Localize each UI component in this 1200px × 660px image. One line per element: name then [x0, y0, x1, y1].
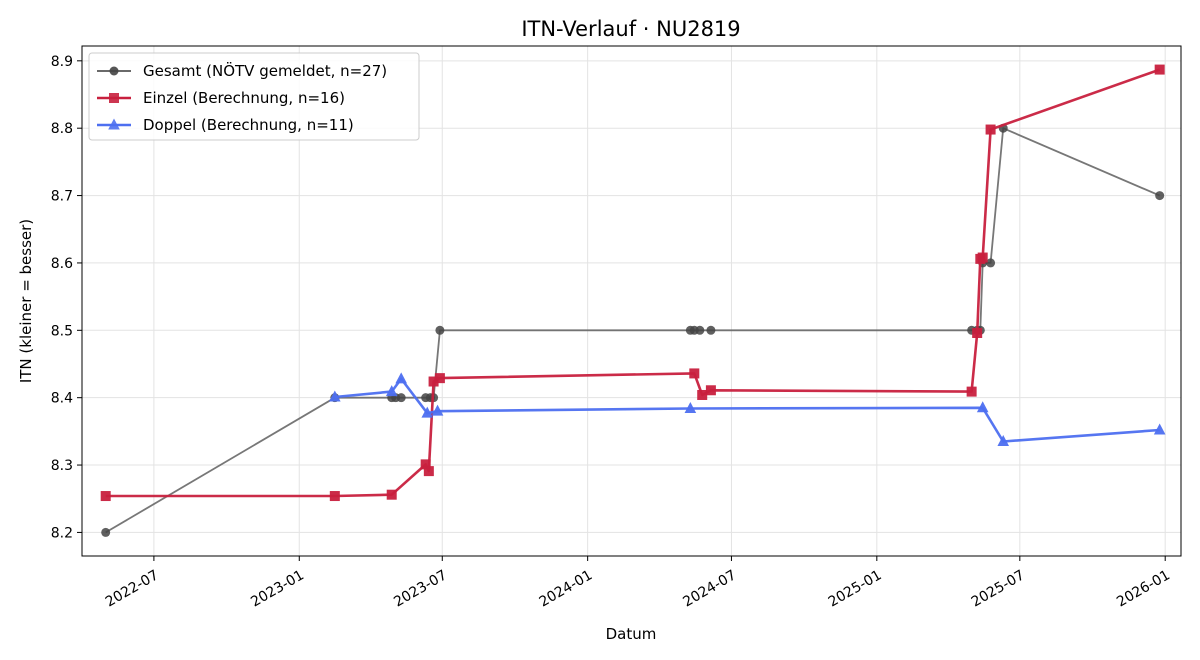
y-tick-label: 8.7	[51, 189, 73, 205]
grid-lines	[82, 46, 1181, 556]
legend-swatch-marker	[109, 66, 119, 76]
data-point	[705, 385, 716, 396]
legend-label: Doppel (Berechnung, n=11)	[143, 116, 354, 134]
legend: Gesamt (NÖTV gemeldet, n=27) Einzel (Bere…	[88, 52, 420, 141]
legend-label: Gesamt (NÖTV gemeldet, n=27)	[143, 61, 387, 80]
data-point	[972, 328, 983, 339]
series-square	[100, 64, 1165, 502]
y-tick-label: 8.3	[51, 458, 73, 474]
data-point	[421, 406, 434, 418]
data-point	[684, 401, 697, 413]
data-point	[966, 386, 977, 397]
data-point	[695, 325, 705, 335]
legend-swatch-marker	[108, 118, 120, 130]
data-point	[977, 252, 988, 263]
data-point	[420, 459, 431, 470]
data-point	[997, 434, 1010, 446]
data-point	[396, 393, 406, 403]
data-point	[976, 401, 989, 413]
data-point	[386, 489, 397, 500]
data-point	[1153, 423, 1166, 435]
series-layer	[100, 64, 1166, 537]
data-point	[697, 389, 708, 400]
data-point	[985, 124, 996, 135]
data-point	[435, 325, 445, 335]
data-point	[1154, 64, 1165, 75]
chart-title: ITN-Verlauf · NU2819	[521, 17, 740, 41]
data-point	[986, 258, 996, 268]
legend-swatch-marker	[109, 93, 119, 103]
data-point	[689, 368, 700, 379]
data-point	[706, 325, 716, 335]
data-point	[101, 527, 111, 537]
data-point	[1155, 191, 1165, 201]
x-axis-label: Datum	[606, 625, 657, 643]
y-tick-label: 8.6	[51, 256, 73, 272]
data-point	[329, 491, 340, 502]
data-point	[329, 390, 341, 402]
y-axis-label: ITN (kleiner = besser)	[17, 219, 35, 383]
y-tick-label: 8.5	[51, 323, 73, 339]
y-tick-label: 8.4	[51, 391, 73, 407]
data-point	[423, 466, 434, 477]
y-axis-ticks: 8.2 8.3 8.4 8.5 8.6 8.7 8.8 8.9	[51, 54, 82, 541]
series-triangle	[329, 372, 1166, 446]
plot-frame	[81, 45, 1182, 557]
legend-label: Einzel (Berechnung, n=16)	[143, 89, 345, 107]
y-tick-label: 8.9	[51, 54, 73, 70]
data-point	[434, 373, 445, 384]
data-point	[428, 376, 439, 387]
data-point	[395, 372, 407, 384]
legend-box	[88, 52, 420, 141]
y-tick-label: 8.2	[51, 525, 73, 541]
y-tick-label: 8.8	[51, 121, 73, 137]
data-point	[385, 385, 398, 397]
data-point	[431, 404, 444, 416]
data-point	[100, 491, 111, 502]
